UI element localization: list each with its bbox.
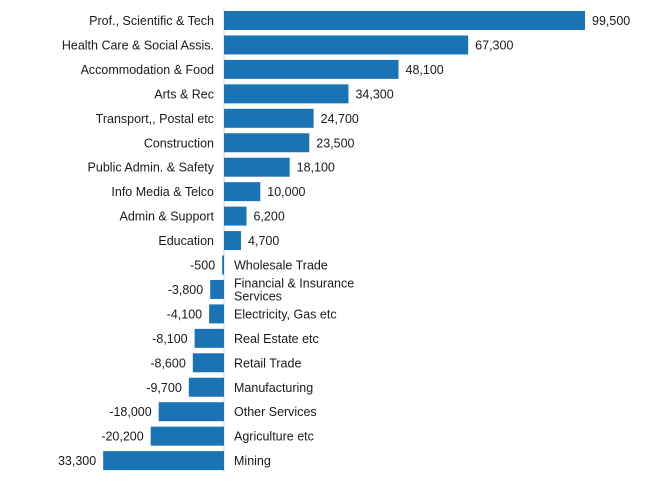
value-label: -500 [190,259,215,273]
value-label: 34,300 [355,87,393,101]
category-label: Manufacturing [234,381,313,395]
category-label: Info Media & Telco [111,185,214,199]
category-label: Agriculture etc [234,430,314,444]
bar [224,84,349,104]
value-label: 33,300 [58,454,96,468]
category-label: Retail Trade [234,356,301,370]
value-label: -9,700 [146,381,181,395]
value-label: -4,100 [167,307,202,321]
category-label: Real Estate etc [234,332,319,346]
bar [224,157,290,177]
bar [194,328,224,348]
bar [224,35,469,55]
bar [209,304,224,324]
bar [188,377,224,397]
value-label: 48,100 [406,63,444,77]
value-label: -8,100 [152,332,187,346]
value-label: 10,000 [267,185,305,199]
bar [158,402,224,422]
value-label: 4,700 [248,234,279,248]
value-label: -18,000 [109,405,151,419]
category-label: Health Care & Social Assis. [62,38,214,52]
bar [224,108,314,128]
value-label: 18,100 [297,161,335,175]
bar [224,59,399,79]
category-label: Other Services [234,405,317,419]
bar [224,182,261,202]
bar [222,255,224,275]
category-label: Mining [234,454,271,468]
bar [150,426,224,446]
category-label: Construction [144,136,214,150]
value-label: 99,500 [592,14,630,28]
category-label: Wholesale Trade [234,259,328,273]
bar [103,451,224,471]
labels-group: Prof., Scientific & Tech 99,500 Health Car… [58,14,630,468]
bar [224,231,242,251]
category-label: Public Admin. & Safety [88,161,215,175]
category-label: Admin & Support [120,210,215,224]
bar [224,133,310,153]
bar [224,11,585,30]
category-label: Electricity, Gas etc [234,307,337,321]
bar [210,279,224,299]
value-label: -3,800 [168,283,203,297]
category-label: Prof., Scientific & Tech [89,14,214,28]
bars-group [103,11,585,471]
category-label: Education [158,234,214,248]
category-label: Accommodation & Food [81,63,214,77]
value-label: 6,200 [253,210,284,224]
bar [224,206,247,226]
value-label: 24,700 [321,112,359,126]
category-label: Transport,, Postal etc [96,112,214,126]
category-label: Financial & Insurance Services [234,276,354,303]
value-label: 67,300 [475,38,513,52]
value-label: -8,600 [150,356,185,370]
value-label: 23,500 [316,136,354,150]
bar [192,353,224,373]
value-label: -20,200 [101,430,143,444]
category-label: Arts & Rec [154,87,214,101]
